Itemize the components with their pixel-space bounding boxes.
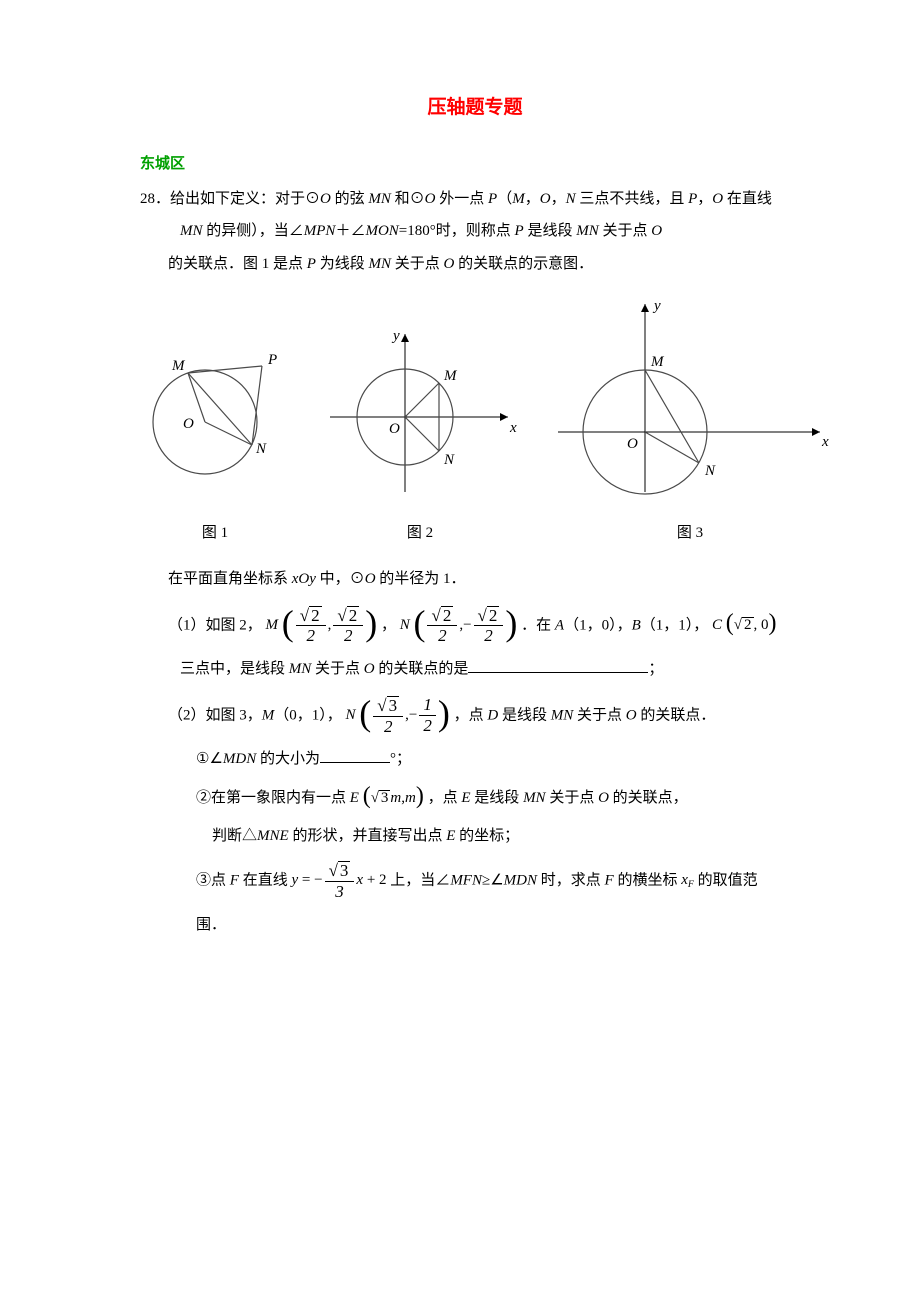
svg-text:x: x: [509, 420, 517, 436]
part-1: （1）如图 2， M (22,22) ， N (22,−22) ．在 A（1，0…: [140, 606, 810, 646]
part2-after-N: ，点 D 是线段 MN 关于点 O 的关联点．: [454, 707, 716, 723]
figure-1: O M N P 图 1: [140, 342, 290, 547]
svg-text:N: N: [704, 463, 716, 479]
subpart-3-line2: 围．: [140, 911, 810, 940]
blank-fill-2: [320, 747, 390, 763]
svg-text:M: M: [443, 368, 458, 384]
part1-lead: （1）如图 2，: [168, 617, 262, 633]
svg-text:N: N: [443, 452, 455, 468]
body-line-after-figs: 在平面直角坐标系 xOy 中，⊙O 的半径为 1．: [140, 565, 810, 594]
stem-text-1: 给出如下定义：对于⊙O 的弦 MN 和⊙O 外一点 P（M，O，N 三点不共线，…: [170, 191, 772, 207]
sub2-E: E (3m,m): [350, 790, 428, 806]
part2-N: N (32,−12): [346, 707, 454, 723]
problem-stem-l3: 的关联点．图 1 是点 P 为线段 MN 关于点 O 的关联点的示意图．: [140, 250, 810, 279]
figure-3-svg: O M Nx y: [550, 292, 830, 502]
figure-1-svg: O M N P: [140, 342, 290, 502]
part1-N: N (22,−22): [400, 617, 521, 633]
page-title: 压轴题专题: [140, 90, 810, 126]
subpart-2-line2: 判断△MNE 的形状，并直接写出点 E 的坐标；: [140, 822, 810, 851]
svg-text:O: O: [627, 436, 638, 452]
figure-1-caption: 图 1: [140, 519, 290, 548]
subpart-1: ①∠MDN 的大小为°；: [140, 745, 810, 774]
svg-text:M: M: [171, 358, 186, 374]
sub3-equation: y = −33x + 2: [291, 872, 390, 888]
part2-lead: （2）如图 3，M（0，1），: [168, 707, 342, 723]
svg-text:y: y: [391, 328, 400, 344]
diagram-row: O M N P 图 1 O M Nx y 图 2 O M Nx y 图 3: [140, 292, 830, 547]
svg-text:x: x: [821, 434, 829, 450]
svg-text:O: O: [389, 421, 400, 437]
figure-3-caption: 图 3: [550, 519, 830, 548]
district-heading: 东城区: [140, 150, 810, 179]
part1-after-MN: ．在 A（1，0），B（1，1），: [521, 617, 708, 633]
part1-C: C (2, 0): [712, 617, 777, 633]
blank-fill-1: [468, 657, 648, 673]
part-2: （2）如图 3，M（0，1）， N (32,−12) ，点 D 是线段 MN 关…: [140, 696, 810, 736]
svg-text:P: P: [267, 352, 277, 368]
sub2-after-E: ，点 E 是线段 MN 关于点 O 的关联点，: [428, 790, 688, 806]
svg-text:M: M: [650, 354, 665, 370]
figure-2: O M Nx y 图 2: [320, 322, 520, 547]
problem-stem-l1: 28．给出如下定义：对于⊙O 的弦 MN 和⊙O 外一点 P（M，O，N 三点不…: [140, 185, 810, 214]
figure-2-caption: 图 2: [320, 519, 520, 548]
svg-text:O: O: [183, 416, 194, 432]
part1-line2: 三点中，是线段 MN 关于点 O 的关联点的是；: [140, 655, 810, 684]
figure-3: O M Nx y 图 3: [550, 292, 830, 547]
svg-text:N: N: [255, 441, 267, 457]
subpart-2: ②在第一象限内有一点 E (3m,m) ，点 E 是线段 MN 关于点 O 的关…: [140, 784, 810, 813]
sub3-eq-tail: 上，当∠MFN≥∠MDN 时，求点 F 的横坐标: [390, 872, 681, 888]
figure-2-svg: O M Nx y: [320, 322, 520, 502]
problem-stem-l2: MN 的异侧），当∠MPN＋∠MON=180°时，则称点 P 是线段 MN 关于…: [140, 217, 810, 246]
svg-text:y: y: [652, 298, 661, 314]
subpart-3: ③点 F 在直线 y = −33x + 2 上，当∠MFN≥∠MDN 时，求点 …: [140, 861, 810, 901]
part1-M: M (22,22): [266, 617, 381, 633]
problem-number: 28．: [140, 191, 170, 207]
